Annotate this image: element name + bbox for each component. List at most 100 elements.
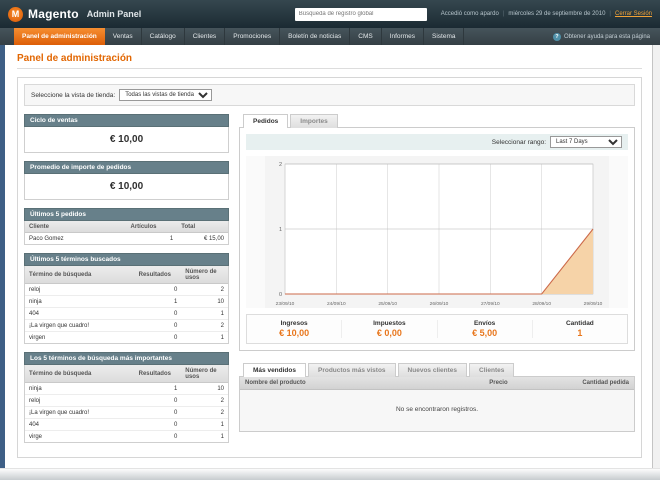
widget-last-orders: Últimos 5 pedidos Cliente Artículos Total …: [24, 208, 229, 245]
store-view-select[interactable]: Todas las vistas de tienda: [119, 89, 213, 101]
help-icon: ?: [552, 32, 561, 41]
main-nav: Panel de administración Ventas Catálogo Cli…: [0, 28, 660, 45]
page-title: Panel de administración: [17, 53, 642, 69]
logout-link[interactable]: Cerrar Sesión: [614, 11, 652, 17]
global-search-input[interactable]: [294, 7, 427, 21]
svg-text:25/09/10: 25/09/10: [378, 301, 397, 307]
widget-lifetime-sales: Ciclo de ventas € 10,00: [24, 114, 229, 153]
table-row: ninja 1 10: [25, 295, 228, 308]
header: M Magento Admin Panel Accedió como apard…: [0, 0, 660, 28]
nav-item-informes[interactable]: Informes: [382, 28, 424, 45]
svg-text:28/09/10: 28/09/10: [532, 301, 551, 307]
tab-clientes[interactable]: Clientes: [469, 363, 515, 377]
range-select[interactable]: Last 7 Days: [550, 136, 622, 148]
products-table: Nombre del producto Precio Cantidad pedida: [240, 377, 634, 390]
nav-item-bolet-n-de-noticias[interactable]: Boletín de noticias: [280, 28, 351, 45]
widget-title: Últimos 5 pedidos: [24, 208, 229, 221]
table-row: ¡La virgen que cuadro! 0 2: [25, 319, 228, 332]
widget-title: Los 5 términos de búsqueda más important…: [24, 352, 229, 365]
table-row: virgen 0 1: [29, 334, 224, 341]
widget-average-order: Promedio de importe de pedidos € 10,00: [24, 161, 229, 200]
widget-last-search-terms: Últimos 5 términos buscados Término de b…: [24, 253, 229, 344]
tab-importes[interactable]: Importes: [290, 114, 338, 128]
dashboard-container: Seleccione la vista de tienda: Todas las…: [17, 77, 642, 458]
svg-text:23/09/10: 23/09/10: [276, 301, 295, 307]
widget-title: Ciclo de ventas: [24, 114, 229, 127]
products-tabs: Más vendidos Productos más vistos Nuevos c…: [239, 363, 635, 377]
table-row: 404 0 1: [25, 418, 228, 431]
tab-m-s-vendidos[interactable]: Más vendidos: [243, 363, 306, 377]
last-orders-table: Cliente Artículos Total Paco Gomez 1 € 15,00: [25, 221, 228, 244]
widget-title: Promedio de importe de pedidos: [24, 161, 229, 174]
table-row: ¡La virgen que cuadro! 0 2: [25, 406, 228, 419]
tab-nuevos-clientes[interactable]: Nuevos clientes: [397, 363, 468, 377]
range-bar: Seleccionar rango: Last 7 Days: [246, 134, 628, 150]
logo: M Magento Admin Panel: [8, 6, 142, 22]
svg-text:27/09/10: 27/09/10: [481, 301, 500, 307]
column-header: Artículos: [126, 221, 178, 233]
svg-text:1: 1: [279, 227, 282, 233]
dashboard-left-column: Ciclo de ventas € 10,00 Promedio de impo…: [24, 114, 229, 451]
header-user-info: Accedió como apardo | miércoles 29 de se…: [440, 11, 652, 17]
nav-item-cat-logo[interactable]: Catálogo: [142, 28, 185, 45]
current-date: miércoles 29 de septiembre de 2010: [508, 11, 606, 17]
chart-panel: Seleccionar rango: Last 7 Days 0 1 2 23/09/…: [239, 127, 635, 351]
total-envíos: Envíos € 5,00: [438, 320, 533, 338]
table-row: virge 0 1: [29, 433, 224, 440]
table-row: reloj 0 2: [25, 394, 228, 407]
column-header: Total: [177, 221, 228, 233]
range-label: Seleccionar rango:: [491, 138, 546, 146]
content-area: Panel de administración Seleccione la vi…: [5, 45, 652, 468]
logged-in-as: Accedió como apardo: [440, 11, 499, 17]
column-header: Término de búsqueda: [25, 266, 135, 284]
store-view-bar: Seleccione la vista de tienda: Todas las…: [24, 84, 635, 106]
logo-subtitle: Admin Panel: [86, 9, 142, 19]
svg-text:26/09/10: 26/09/10: [430, 301, 449, 307]
table-row: ninja 1 10: [25, 382, 228, 395]
nav-item-promociones[interactable]: Promociones: [225, 28, 281, 45]
top-search-terms-table: Término de búsqueda Resultados Número de u…: [25, 365, 228, 442]
magento-logo-icon: M: [8, 6, 23, 22]
help-label: Obtener ayuda para esta página: [563, 33, 650, 40]
nav-item-panel-de-administraci-n[interactable]: Panel de administración: [14, 28, 105, 45]
orders-amounts-tabs: Pedidos Importes: [239, 114, 635, 128]
logo-title: Magento: [28, 7, 79, 21]
svg-text:0: 0: [279, 292, 282, 298]
products-panel: Nombre del producto Precio Cantidad pedida…: [239, 376, 635, 432]
nav-item-sistema[interactable]: Sistema: [424, 28, 465, 45]
scrollbar[interactable]: [652, 45, 660, 468]
nav-item-cms[interactable]: CMS: [350, 28, 382, 45]
help-link[interactable]: ? Obtener ayuda para esta página: [552, 28, 660, 45]
total-ingresos: Ingresos € 10,00: [247, 320, 343, 338]
column-header: Número de usos: [181, 266, 228, 284]
column-header: Resultados: [134, 266, 182, 284]
column-header: Cantidad pedida: [559, 377, 634, 390]
widget-title: Últimos 5 términos buscados: [24, 253, 229, 266]
table-row: Paco Gomez 1 € 15,00: [29, 235, 224, 242]
store-view-label: Seleccione la vista de tienda:: [31, 91, 116, 99]
average-order-value: € 10,00: [109, 181, 144, 192]
table-row: reloj 0 2: [25, 283, 228, 296]
svg-text:29/09/10: 29/09/10: [584, 301, 603, 307]
total-cantidad: Cantidad 1: [565, 320, 594, 338]
svg-text:24/09/10: 24/09/10: [327, 301, 346, 307]
column-header: Nombre del producto: [240, 377, 485, 390]
orders-chart: 0 1 2 23/09/10 24/09/10 25/09/10 26/09/10 27/09…: [246, 156, 628, 308]
svg-text:2: 2: [279, 162, 282, 168]
empty-records-message: No se encontraron registros.: [240, 390, 634, 431]
tab-productos-m-s-vistos[interactable]: Productos más vistos: [307, 363, 396, 377]
column-header: Término de búsqueda: [25, 365, 135, 383]
nav-item-ventas[interactable]: Ventas: [105, 28, 142, 45]
last-search-terms-table: Término de búsqueda Resultados Número de u…: [25, 266, 228, 343]
total-impuestos: Impuestos € 0,00: [342, 320, 438, 338]
column-header: Cliente: [25, 221, 127, 233]
dashboard-right-column: Pedidos Importes Seleccionar rango: Last …: [239, 114, 635, 432]
widget-top-search-terms: Los 5 términos de búsqueda más important…: [24, 352, 229, 443]
totals-row: Ingresos € 10,00 Impuestos € 0,00 Envíos € 5,…: [246, 314, 628, 344]
nav-item-clientes[interactable]: Clientes: [185, 28, 226, 45]
tab-pedidos[interactable]: Pedidos: [243, 114, 289, 128]
table-row: 404 0 1: [25, 307, 228, 320]
column-header: Resultados: [134, 365, 182, 383]
column-header: Número de usos: [181, 365, 228, 383]
